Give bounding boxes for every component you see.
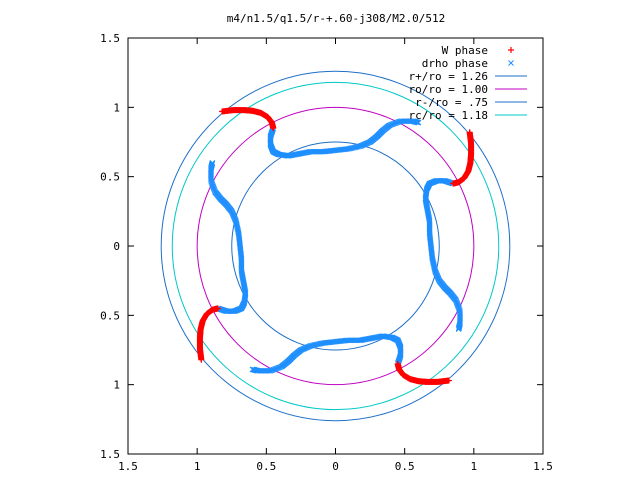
circle-r-ro: [160, 70, 511, 422]
y-tick-label: 1: [113, 379, 120, 392]
drho-phase-point-b: [233, 220, 240, 227]
w-phase-point: [394, 360, 401, 367]
legend-label: r-/ro = .75: [415, 96, 488, 109]
drho-phase-point-b: [431, 266, 438, 273]
drho-phase-point-b: [508, 60, 514, 66]
legend-label: r+/ro = 1.26: [409, 70, 488, 83]
drho-phase-point-b: [415, 119, 422, 126]
circle-ro-ro: [196, 106, 475, 386]
x-tick-label: 1.5: [533, 460, 553, 473]
drho-phase-point-b: [267, 141, 274, 147]
y-tick-label: 0: [113, 240, 120, 253]
y-tick-label: 1: [113, 101, 120, 114]
w-phase-point: [450, 180, 457, 187]
y-tick-label: 1.5: [100, 448, 120, 461]
x-tick-label: 1: [194, 460, 201, 473]
drho-phase-point-b: [431, 265, 438, 272]
w-phase-point: [508, 47, 514, 53]
x-tick-label: 0.5: [256, 460, 276, 473]
x-tick-label: 0: [332, 460, 339, 473]
series-w-phase: [196, 107, 475, 385]
y-tick-label: 0.5: [100, 309, 120, 322]
drho-phase-point-b: [249, 366, 256, 373]
chart-title: m4/n1.5/q1.5/r-+.60-j308/M2.0/512: [227, 12, 446, 25]
x-tick-label: 1: [471, 460, 478, 473]
circle-rc-ro: [171, 81, 500, 411]
w-phase-point: [214, 305, 221, 312]
drho-phase-point: [508, 60, 514, 66]
legend-label: drho phase: [422, 57, 488, 70]
drho-phase-point: [415, 119, 422, 126]
drho-phase-point-b: [397, 345, 404, 351]
drho-phase-point: [249, 366, 256, 373]
drho-phase-point-b: [455, 326, 462, 333]
series-drho-phase: [208, 118, 463, 374]
drho-phase-point: [455, 326, 462, 333]
legend-label: W phase: [442, 44, 488, 57]
legend-label: rc/ro = 1.18: [409, 109, 488, 122]
y-tick-label: 0.5: [100, 171, 120, 184]
circle-r-ro: [231, 141, 440, 351]
w-phase-point: [270, 125, 277, 132]
x-tick-label: 1.5: [118, 460, 138, 473]
legend-label: ro/ro = 1.00: [409, 83, 488, 96]
y-tick-label: 1.5: [100, 32, 120, 45]
drho-phase-point: [209, 159, 216, 166]
drho-phase-point-b: [209, 159, 216, 166]
x-tick-label: 0.5: [395, 460, 415, 473]
drho-phase-point-b: [233, 219, 240, 226]
